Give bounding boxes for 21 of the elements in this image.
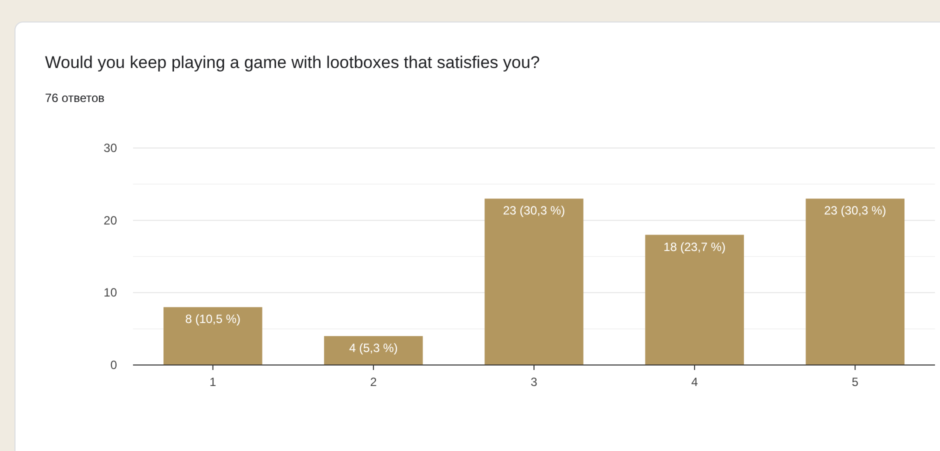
bar	[164, 307, 262, 365]
bar	[484, 198, 584, 365]
bar	[645, 234, 744, 365]
data-label: 18 (23,7 %)	[664, 240, 726, 254]
x-tick-label: 1	[210, 375, 217, 389]
chart-subtitle: 76 ответов	[45, 91, 105, 105]
data-label: 23 (30,3 %)	[824, 204, 886, 218]
bar	[806, 198, 904, 365]
data-label: 8 (10,5 %)	[185, 312, 241, 326]
data-label: 4 (5,3 %)	[349, 341, 398, 356]
x-tick-label: 3	[530, 375, 538, 389]
y-tick-label: 30	[104, 141, 118, 155]
bar	[324, 336, 423, 365]
y-tick-label: 10	[104, 286, 118, 300]
x-tick-label: 4	[691, 375, 698, 389]
y-tick-label: 0	[110, 358, 118, 372]
data-label: 23 (30,3 %)	[502, 204, 566, 218]
x-tick-label: 2	[370, 375, 378, 389]
y-tick-label: 20	[104, 213, 118, 228]
x-tick-label: 5	[852, 375, 859, 389]
chart-title: Would you keep playing a game with lootboxes that satisfies you?	[45, 53, 540, 72]
